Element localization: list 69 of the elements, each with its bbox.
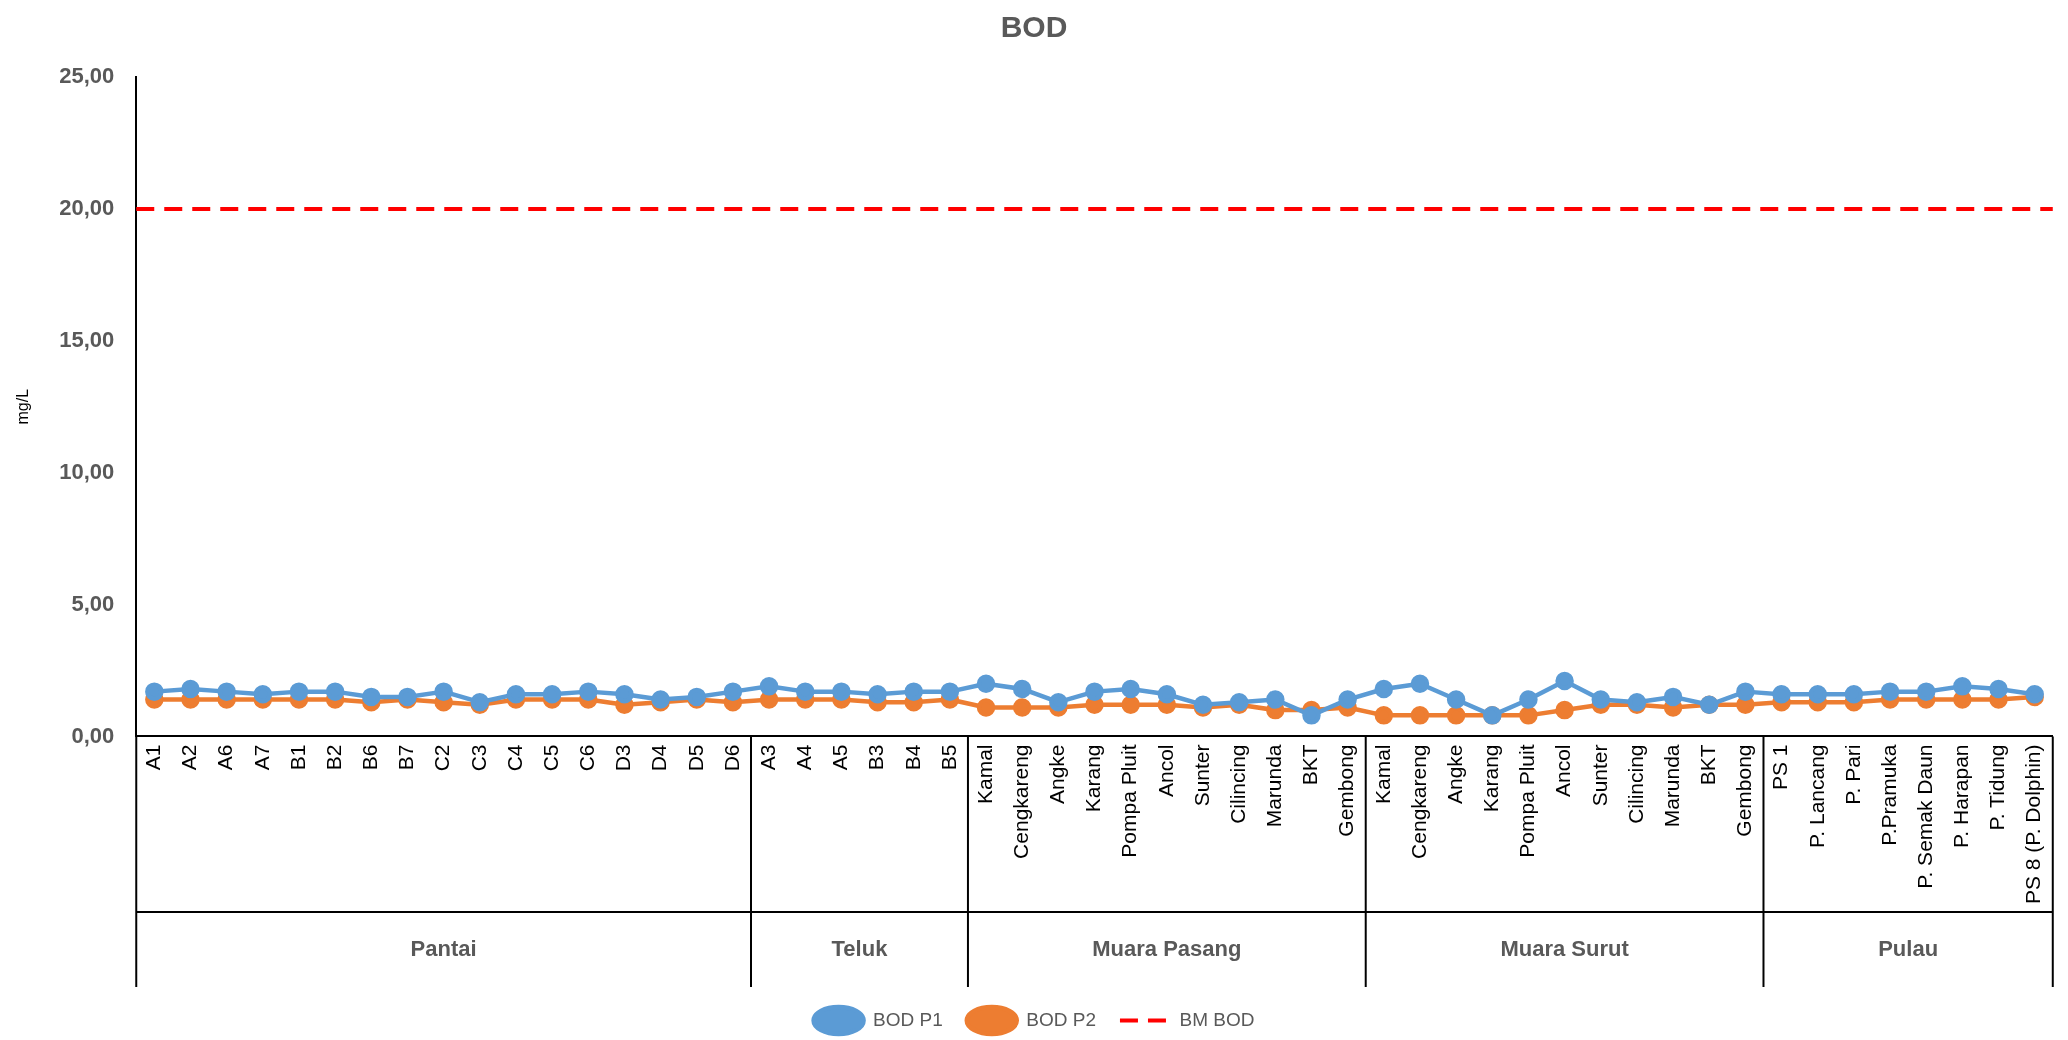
y-tick-label: 0,00: [71, 722, 115, 748]
text: Muara Surut: [1500, 935, 1630, 961]
x-tick-label: P.Pramuka: [1876, 744, 1900, 846]
x-tick-label: Marunda: [1659, 744, 1683, 828]
x-tick-label: Sunter: [1189, 744, 1213, 807]
x-tick-label: Ancol: [1551, 744, 1575, 797]
x-tick-label: A6: [213, 744, 237, 771]
x-tick-label: B3: [864, 744, 888, 771]
x-tick-label: Pompa Pluit: [1117, 744, 1141, 858]
x-tick-label: A4: [792, 744, 816, 771]
legend-label: BM BOD: [1179, 1008, 1255, 1030]
x-tick-label: P. Pari: [1840, 744, 1864, 805]
chart-title: BOD: [1000, 10, 1068, 44]
x-tick-label: A1: [141, 744, 165, 771]
x-tick-label: Cilincing: [1623, 744, 1647, 824]
x-tick-label: C2: [430, 744, 454, 772]
x-tick-label: B6: [358, 744, 382, 771]
legend-label: BOD P1: [873, 1008, 943, 1030]
x-tick-label: B7: [394, 744, 418, 771]
y-tick-label: 25,00: [59, 63, 115, 89]
y-tick-label: 20,00: [59, 194, 115, 220]
y-tick-label: 10,00: [59, 458, 115, 484]
x-tick-label: B4: [900, 744, 924, 771]
x-tick-label: BKT: [1298, 744, 1322, 786]
x-tick-label: Ancol: [1153, 744, 1177, 797]
text: Teluk: [831, 935, 889, 961]
x-tick-label: P. Tidung: [1985, 744, 2009, 831]
x-tick-label: Pompa Pluit: [1515, 744, 1539, 858]
text: Pulau: [1878, 935, 1939, 961]
y-tick-label: 5,00: [71, 590, 115, 616]
x-tick-label: A2: [177, 744, 201, 771]
legend-label: BOD P2: [1026, 1008, 1096, 1030]
x-tick-label: D5: [683, 744, 707, 772]
x-tick-label: Kamal: [972, 744, 996, 804]
x-tick-label: P. Harapan: [1949, 744, 1973, 848]
x-tick-label: Angke: [1045, 744, 1069, 805]
x-tick-label: Gembong: [1732, 744, 1756, 837]
x-tick-label: C5: [538, 744, 562, 772]
x-tick-label: Angke: [1442, 744, 1466, 805]
x-tick-label: Cilincing: [1225, 744, 1249, 824]
x-tick-label: A3: [755, 744, 779, 771]
x-tick-label: C4: [502, 744, 526, 772]
x-tick-label: B5: [936, 744, 960, 771]
x-tick-label: PS 8 (P. Dolphin): [2021, 744, 2045, 904]
x-tick-label: D6: [719, 744, 743, 772]
text: Muara Pasang: [1092, 935, 1242, 961]
x-tick-label: D3: [611, 744, 635, 772]
x-tick-label: Sunter: [1587, 744, 1611, 807]
x-tick-label: C3: [466, 744, 490, 772]
x-tick-label: B1: [285, 744, 309, 771]
x-tick-label: PS 1: [1768, 744, 1792, 790]
x-tick-label: B2: [321, 744, 345, 771]
x-tick-label: Kamal: [1370, 744, 1394, 804]
text: Pantai: [410, 935, 477, 961]
x-tick-label: BKT: [1696, 744, 1720, 786]
y-axis-title: mg/L: [14, 388, 32, 425]
x-tick-label: Marunda: [1262, 744, 1286, 828]
x-tick-label: P. Semak Daun: [1913, 744, 1937, 889]
x-tick-label: Gembong: [1334, 744, 1358, 837]
x-tick-label: A7: [249, 744, 273, 771]
x-tick-label: C6: [575, 744, 599, 772]
x-tick-label: Karang: [1081, 744, 1105, 813]
x-tick-label: Karang: [1479, 744, 1503, 813]
x-tick-label: Cengkareng: [1008, 744, 1032, 859]
x-tick-label: Cengkareng: [1406, 744, 1430, 859]
x-tick-label: P. Lancang: [1804, 744, 1828, 849]
x-tick-label: A5: [828, 744, 852, 771]
x-tick-label: D4: [647, 744, 671, 772]
y-tick-label: 15,00: [59, 326, 115, 352]
